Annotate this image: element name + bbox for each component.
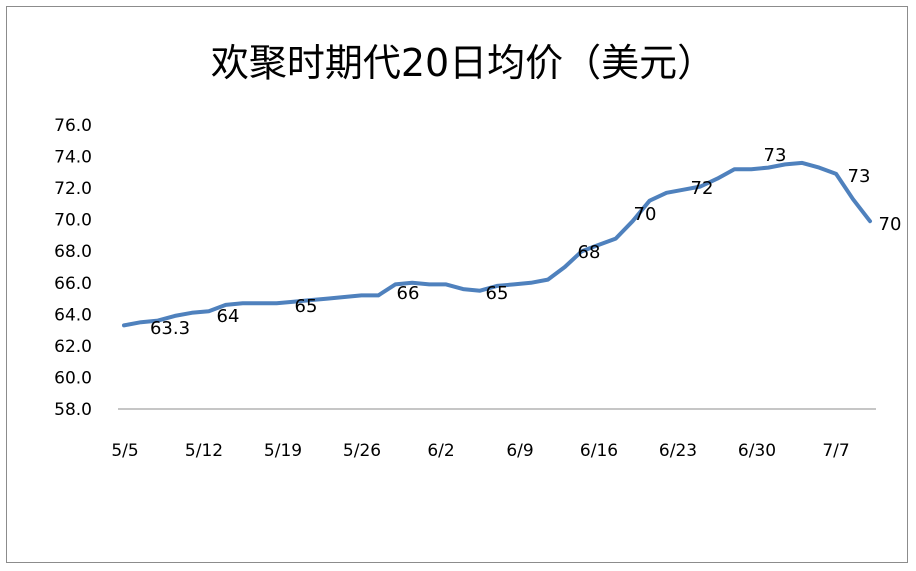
y-tick-label: 62.0: [54, 337, 92, 357]
y-tick-label: 66.0: [54, 274, 92, 294]
data-labels: 63.3 64 65 66 65 68 70 72 73 73 70: [150, 145, 901, 339]
y-tick-label: 58.0: [54, 400, 92, 420]
y-tick-label: 60.0: [54, 368, 92, 388]
x-tick-label: 6/16: [580, 441, 618, 461]
data-label: 65: [295, 296, 318, 317]
x-tick-label: 7/7: [822, 441, 849, 461]
data-label: 63.3: [150, 318, 190, 339]
x-tick-label: 5/5: [111, 441, 138, 461]
data-label: 68: [578, 242, 601, 263]
y-tick-label: 72.0: [54, 179, 92, 199]
x-tick-label: 5/19: [264, 441, 302, 461]
chart-frame: [6, 6, 908, 563]
y-tick-label: 76.0: [54, 116, 92, 136]
data-label: 70: [634, 204, 657, 225]
x-tick-label: 6/30: [738, 441, 776, 461]
y-tick-label: 74.0: [54, 148, 92, 168]
data-label: 73: [848, 166, 871, 187]
x-tick-label: 6/9: [506, 441, 533, 461]
y-tick-label: 64.0: [54, 305, 92, 325]
data-label: 70: [879, 214, 902, 235]
y-tick-label: 70.0: [54, 211, 92, 231]
x-tick-label: 6/23: [659, 441, 697, 461]
x-tick-label: 6/2: [427, 441, 454, 461]
data-label: 65: [486, 283, 509, 304]
x-tick-label: 5/26: [343, 441, 381, 461]
data-label: 64: [217, 306, 240, 327]
data-label: 72: [691, 178, 714, 199]
x-axis-ticks: 5/5 5/12 5/19 5/26 6/2 6/9 6/16 6/23 6/30 7/7: [111, 441, 849, 461]
data-label: 73: [764, 145, 787, 166]
chart-title: 欢聚时期代20日均价（美元）: [211, 41, 715, 85]
x-tick-label: 5/12: [185, 441, 223, 461]
y-axis-ticks: 58.0 60.0 62.0 64.0 66.0 68.0 70.0 72.0 74.0 76.0: [54, 116, 92, 420]
y-tick-label: 68.0: [54, 242, 92, 262]
data-label: 66: [397, 283, 420, 304]
series-line: [122, 160, 872, 328]
